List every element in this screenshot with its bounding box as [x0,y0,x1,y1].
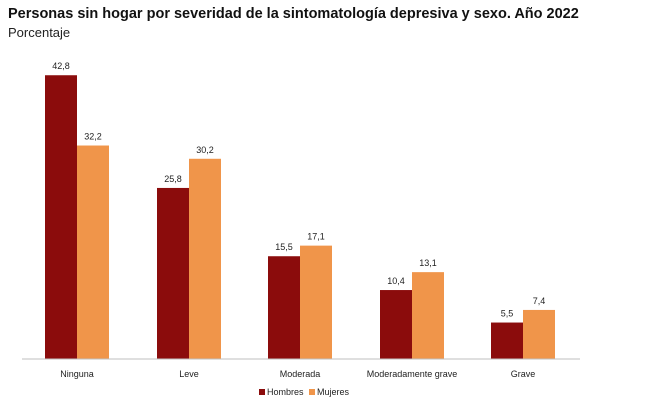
bar-mujeres-5 [523,309,555,359]
bar-mujeres-1 [77,145,109,359]
bar-mujeres-3 [300,245,332,359]
bar-hombres-3 [268,256,300,359]
chart-subtitle: Porcentaje [8,25,71,40]
data-label-mujeres-4: 13,1 [419,258,437,268]
x-tick-label-5: Grave [511,369,536,379]
data-label-hombres-5: 5,5 [501,309,514,319]
data-label-hombres-4: 10,4 [387,276,405,286]
data-label-mujeres-3: 17,1 [307,232,325,242]
legend-swatch-hombres [259,389,265,395]
bar-hombres-1 [45,75,77,360]
data-label-hombres-3: 15,5 [275,242,293,252]
bar-hombres-2 [157,187,189,359]
data-label-mujeres-1: 32,2 [84,132,102,142]
data-label-hombres-1: 42,8 [52,61,70,71]
data-label-hombres-2: 25,8 [164,174,182,184]
bar-mujeres-4 [412,272,444,359]
legend-swatch-mujeres [309,389,315,395]
bar-hombres-5 [491,322,523,359]
x-tick-label-3: Moderada [280,369,321,379]
x-tick-label-2: Leve [179,369,199,379]
bar-mujeres-2 [189,158,221,359]
chart-title: Personas sin hogar por severidad de la s… [8,6,579,22]
legend-label-hombres: Hombres [267,387,304,397]
data-label-mujeres-2: 30,2 [196,145,214,155]
x-tick-label-1: Ninguna [60,369,94,379]
bar-hombres-4 [380,290,412,359]
data-label-mujeres-5: 7,4 [533,296,546,306]
legend-label-mujeres: Mujeres [317,387,350,397]
x-tick-label-4: Moderadamente grave [367,369,458,379]
